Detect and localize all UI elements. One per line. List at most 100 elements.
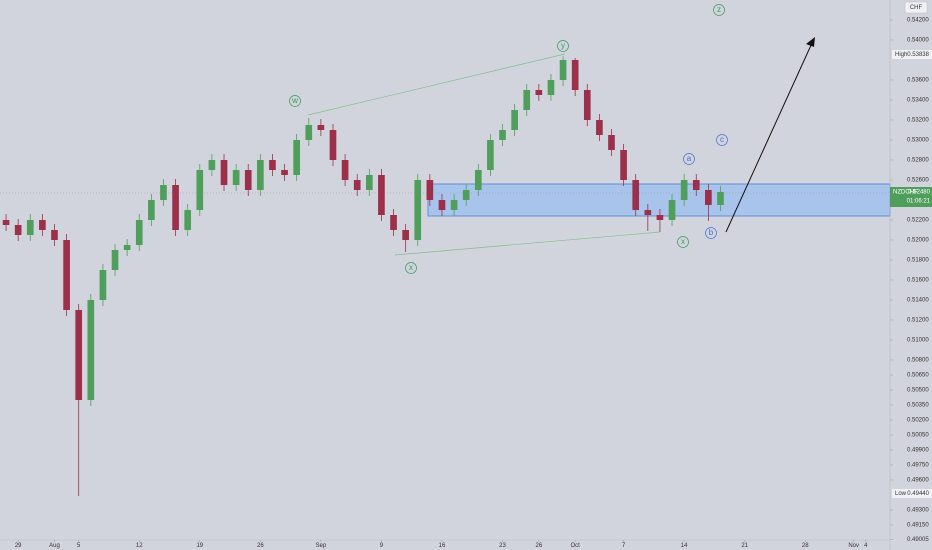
- y-tick-label: 0.51800: [907, 258, 929, 264]
- y-tick-label: 0.51400: [907, 298, 929, 304]
- trendline: [307, 53, 566, 116]
- candle-body: [438, 200, 446, 210]
- x-tick-label: Sep: [316, 543, 327, 549]
- wave-labels: w x y x z a b c: [289, 4, 728, 274]
- y-tick-label: 0.52800: [907, 158, 929, 164]
- candle-body: [329, 130, 337, 160]
- candle-body: [26, 220, 34, 235]
- candle-body: [135, 220, 143, 245]
- candle-body: [535, 90, 543, 95]
- candle-body: [499, 130, 506, 140]
- candle-body: [341, 160, 349, 180]
- y-tick-label: 0.49750: [907, 463, 929, 469]
- candle-body: [99, 270, 107, 300]
- y-tick-label: 0.54000: [907, 38, 929, 44]
- high-price: 0.53838: [907, 52, 929, 58]
- x-tick-label: 21: [741, 543, 748, 549]
- candle-body: [232, 170, 240, 185]
- x-tick-label: 29: [15, 543, 22, 549]
- candle-body: [172, 185, 179, 230]
- countdown: 01:06:21: [907, 199, 931, 205]
- candle-body: [402, 230, 409, 240]
- wave-label: x: [409, 263, 413, 272]
- candle-body: [462, 190, 470, 200]
- candle-body: [244, 170, 252, 190]
- x-tick-label: 7: [622, 543, 626, 549]
- candle-body: [14, 225, 22, 235]
- y-tick-label: 0.50500: [907, 388, 929, 394]
- candle-body: [378, 175, 385, 215]
- x-tick-label: 14: [681, 543, 688, 549]
- y-tick-label: 0.51000: [907, 338, 929, 344]
- wave-circle: [557, 40, 569, 52]
- wave-circle: [716, 134, 728, 146]
- candle-body: [2, 220, 10, 225]
- candle-body: [148, 200, 155, 220]
- wave-circle: [405, 262, 417, 274]
- x-tick-label: 9: [380, 543, 384, 549]
- x-tick-label: 26: [535, 543, 542, 549]
- candle-body: [680, 180, 688, 200]
- candle-body: [269, 160, 276, 170]
- candle-body: [547, 80, 555, 95]
- x-tick-label: 23: [499, 543, 506, 549]
- wave-label: c: [720, 135, 724, 144]
- y-tick-label: 0.49005: [907, 537, 929, 543]
- candle-body: [668, 200, 676, 220]
- candle-body: [559, 60, 567, 80]
- candle-body: [705, 190, 712, 205]
- x-tick-label: 5: [77, 543, 81, 549]
- candle-body: [220, 160, 228, 185]
- candle-body: [111, 250, 119, 270]
- candle-body: [596, 120, 603, 135]
- candle-body: [474, 170, 482, 190]
- candle-body: [692, 180, 700, 190]
- low-price: 0.49440: [907, 491, 929, 497]
- candle-body: [39, 220, 46, 230]
- y-tick-label: 0.50800: [907, 358, 929, 364]
- candle-body: [184, 210, 192, 230]
- candle-body: [717, 192, 724, 205]
- low-label: Low: [895, 491, 907, 497]
- y-tick-label: 0.49900: [907, 448, 929, 454]
- y-tick-label: 0.50200: [907, 418, 929, 424]
- x-tick-label: 16: [439, 543, 446, 549]
- y-tick-label: 0.53200: [907, 118, 929, 124]
- wave-circle: [683, 153, 695, 165]
- candle-body: [656, 215, 664, 220]
- wave-label: a: [687, 154, 692, 163]
- wave-label: b: [709, 228, 714, 237]
- y-tick-label: 0.53600: [907, 78, 929, 84]
- wave-label: y: [561, 41, 565, 50]
- y-tick-label: 0.50650: [907, 373, 929, 379]
- candle-body: [365, 175, 373, 190]
- candle-body: [281, 170, 288, 175]
- y-tick-label: 0.49150: [907, 523, 929, 529]
- candle-body: [196, 170, 204, 210]
- candle-body: [63, 240, 70, 310]
- y-tick-label: 0.49600: [907, 478, 929, 484]
- y-tick-label: 0.50050: [907, 433, 929, 439]
- candle-body: [353, 180, 361, 190]
- wave-circle: [289, 95, 301, 107]
- wave-label: z: [717, 5, 721, 14]
- x-tick-label: Oct: [570, 543, 580, 549]
- candle-body: [257, 160, 264, 190]
- arrow-head: [806, 37, 815, 47]
- candle-body: [511, 110, 518, 130]
- candle-body: [487, 140, 494, 170]
- x-tick-label: Aug: [49, 543, 60, 549]
- wave-circle: [677, 236, 689, 248]
- candle-body: [160, 185, 167, 200]
- candle-body: [608, 135, 615, 150]
- x-tick-label: Nov: [848, 543, 859, 549]
- y-tick-label: 0.49300: [907, 508, 929, 514]
- zone: [427, 183, 891, 217]
- wave-circle: [705, 227, 717, 239]
- current-symbol: NZDCHF: [893, 190, 918, 196]
- current-price: 0.52480: [908, 190, 930, 196]
- candle-body: [293, 140, 300, 175]
- x-tick-label: 26: [257, 543, 264, 549]
- low-box: [892, 489, 932, 498]
